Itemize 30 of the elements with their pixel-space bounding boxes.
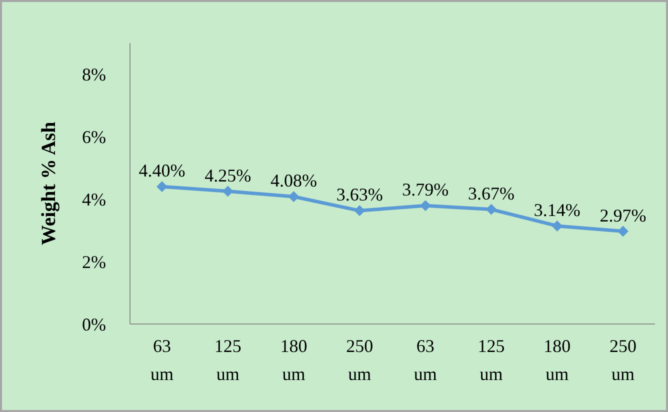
point	[354, 205, 366, 216]
point	[552, 220, 563, 232]
y-tick-label: 4%	[82, 190, 106, 210]
data-label: 4.25%	[204, 165, 252, 186]
point	[288, 191, 300, 202]
data-label: 3.67%	[468, 183, 515, 204]
x-tick-label: 250 um	[610, 336, 636, 384]
x-tick-label: 63 um	[414, 336, 437, 384]
y-axis-title: Weight % Ash	[38, 122, 60, 246]
x-tick-label: 180 um	[280, 336, 308, 384]
x-tick-label: 125 um	[478, 336, 505, 384]
data-label: 4.40%	[138, 160, 186, 181]
data-label: 2.97%	[600, 205, 646, 226]
point	[222, 186, 234, 197]
point	[156, 181, 168, 192]
data-label: 4.08%	[270, 170, 317, 191]
x-tick-label: 180 um	[544, 336, 571, 384]
data-label: 3.14%	[534, 200, 580, 220]
y-tick-label: 6%	[82, 127, 106, 148]
x-tick-label: 250 um	[346, 336, 374, 384]
y-tick-label: 8%	[82, 64, 106, 85]
x-tick-label: 63 um	[150, 336, 174, 384]
point	[618, 226, 628, 237]
x-tick-label: 125 um	[214, 336, 242, 384]
data-label: 3.79%	[402, 180, 449, 200]
data-label: 3.63%	[336, 184, 383, 205]
point	[486, 204, 497, 215]
point	[420, 200, 431, 212]
y-tick-label: 2%	[82, 252, 106, 272]
y-tick-label: 0%	[82, 314, 106, 334]
